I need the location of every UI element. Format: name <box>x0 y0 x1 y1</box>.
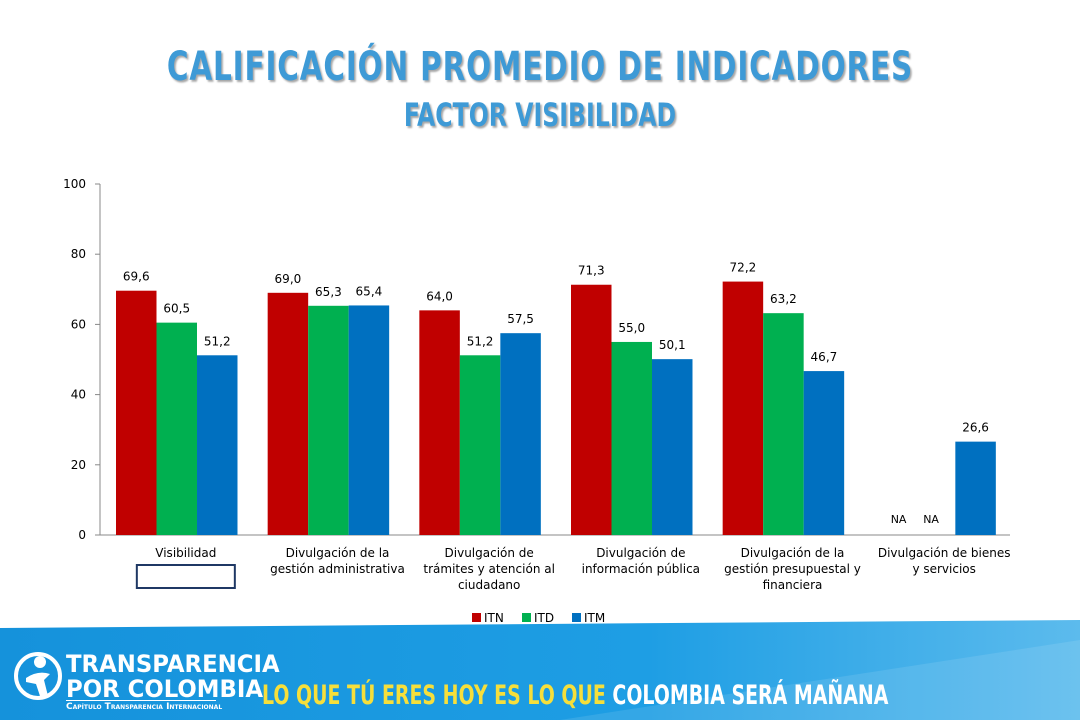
y-tick-label: 100 <box>63 177 86 191</box>
data-label: 65,4 <box>356 284 383 298</box>
y-tick-label: 20 <box>71 458 86 472</box>
bar-itd <box>611 341 652 535</box>
bar-itn <box>116 290 157 535</box>
category-label-line: ciudadano <box>458 578 520 592</box>
y-tick-label: 40 <box>71 388 86 402</box>
bar-itm <box>652 359 693 535</box>
chart-title: CALIFICACIÓN PROMEDIO DE INDICADORES <box>166 44 914 90</box>
brand-divider <box>66 700 216 701</box>
category-label-line: Divulgación de la <box>286 546 390 560</box>
bar-itn <box>419 310 460 535</box>
category-label: Divulgación de información pública <box>582 546 700 576</box>
category-label-line: información pública <box>582 562 700 576</box>
legend-label: ITM <box>584 611 605 625</box>
footer-band <box>0 620 1080 720</box>
data-label: 72,2 <box>730 261 757 275</box>
brand-name-line2: POR COLOMBIA <box>66 675 264 703</box>
bar-chart: 0 20 40 60 80 100 69,6 60,5 51,2 Visibilidad 69,0 6… <box>63 177 1011 625</box>
data-label: 69,0 <box>275 272 302 286</box>
legend-label: ITD <box>534 611 554 625</box>
data-label: 55,0 <box>618 321 645 335</box>
category-label-line: Divulgación de la <box>741 546 845 560</box>
chart-subtitle: FACTOR VISIBILIDAD <box>403 96 677 134</box>
category-label-line: Visibilidad <box>155 546 216 560</box>
data-label: 50,1 <box>659 338 686 352</box>
bar-itn <box>571 284 612 535</box>
brand-name-line1: TRANSPARENCIA <box>66 650 280 678</box>
data-label-na: NA <box>923 513 939 526</box>
category-label-line: Divulgación de bienes <box>878 546 1011 560</box>
category-label-line: trámites y atención al <box>423 562 555 576</box>
category-label: Divulgación de bienes y servicios <box>878 546 1011 576</box>
person-logo-icon <box>14 652 62 700</box>
slogan-part1: LO QUE TÚ ERES HOY ES LO QUE <box>262 680 613 711</box>
category-label: Divulgación de la gestión administrativa <box>270 546 405 576</box>
data-label: 26,6 <box>962 421 989 435</box>
bar-itd <box>156 322 197 535</box>
category-label-line: Divulgación de <box>596 546 685 560</box>
data-label: 63,2 <box>770 292 797 306</box>
bar-itm <box>348 305 390 535</box>
category-label-line: gestión administrativa <box>270 562 405 576</box>
bar-itd <box>763 313 804 535</box>
data-label-na: NA <box>891 513 907 526</box>
legend-swatch-itm <box>572 613 581 622</box>
data-label: 60,5 <box>163 302 190 316</box>
highlight-box <box>135 564 236 589</box>
category-label-line: financiera <box>763 578 823 592</box>
legend-swatch-itd <box>522 613 531 622</box>
category-label-line: y servicios <box>912 562 975 576</box>
y-tick-label: 80 <box>71 247 86 261</box>
data-label: 65,3 <box>315 285 342 299</box>
data-label: 57,5 <box>507 312 534 326</box>
bar-itm <box>500 333 541 535</box>
data-label: 69,6 <box>123 270 150 284</box>
bar-itm <box>955 441 996 535</box>
legend-swatch-itn <box>472 613 481 622</box>
data-label: 64,0 <box>426 289 453 303</box>
y-tick-label: 60 <box>71 317 86 331</box>
category-label: Divulgación de trámites y atención al ciud… <box>423 546 555 592</box>
y-tick-label: 0 <box>78 528 86 542</box>
category-label: Divulgación de la gestión presupuestal y f… <box>724 546 861 592</box>
category-label: Visibilidad <box>155 546 216 560</box>
data-label: 71,3 <box>578 264 605 278</box>
slogan: LO QUE TÚ ERES HOY ES LO QUE COLOMBIA SE… <box>262 680 888 711</box>
data-label: 46,7 <box>811 350 838 364</box>
data-label: 51,2 <box>467 334 494 348</box>
legend-label: ITN <box>484 611 504 625</box>
bar-itd <box>308 305 349 535</box>
bar-itm <box>197 355 238 535</box>
category-label-line: Divulgación de <box>445 546 534 560</box>
data-label: 51,2 <box>204 334 231 348</box>
category-label-line: gestión presupuestal y <box>724 562 861 576</box>
bar-itd <box>459 355 501 535</box>
slogan-part2: COLOMBIA SERÁ MAÑANA <box>612 680 889 711</box>
bar-itn <box>722 281 764 535</box>
bar-itm <box>803 371 845 535</box>
bar-itn <box>267 292 309 535</box>
brand-subtitle: Capítulo Transparencia Internacional <box>66 702 223 712</box>
